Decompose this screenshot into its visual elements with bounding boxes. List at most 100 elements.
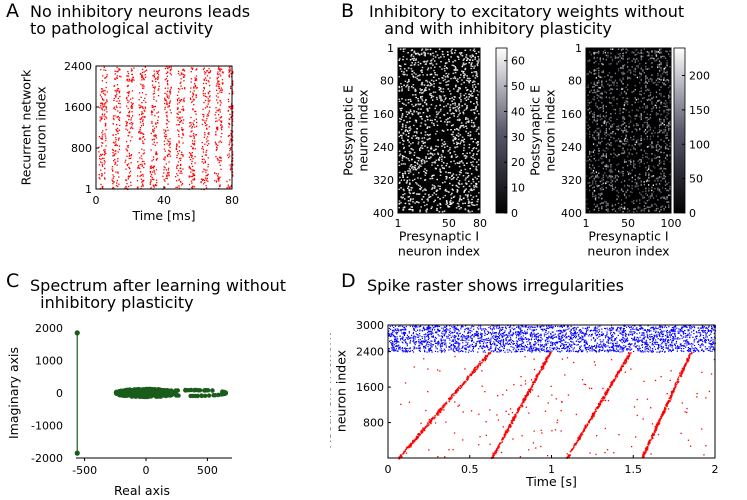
- weight-cell: [446, 75, 449, 77]
- weight-cell: [434, 161, 436, 163]
- weight-cell: [438, 95, 441, 97]
- weight-cell: [589, 107, 591, 110]
- weight-cell: [623, 194, 626, 196]
- spike: [218, 68, 220, 71]
- x-tick-label: 100: [661, 217, 682, 230]
- spike: [150, 165, 153, 167]
- weight-cell: [457, 108, 460, 110]
- weight-cell: [449, 104, 452, 106]
- spike: [192, 142, 194, 145]
- spike: [169, 91, 172, 93]
- weight-cell: [456, 146, 459, 148]
- weight-cell: [623, 72, 626, 75]
- spike: [112, 181, 114, 183]
- weight-cell: [399, 48, 402, 50]
- spike: [217, 71, 219, 73]
- weight-cell: [463, 58, 465, 60]
- weight-cell: [453, 142, 455, 145]
- weight-cell: [657, 149, 659, 151]
- spike: [203, 119, 205, 121]
- spike: [232, 80, 234, 82]
- weight-cell: [447, 172, 450, 174]
- weight-cell: [458, 205, 460, 207]
- weight-cell: [450, 113, 453, 115]
- weight-cell: [417, 112, 420, 114]
- spike: [168, 161, 170, 163]
- weight-cell: [459, 134, 462, 136]
- spike: [104, 105, 106, 107]
- spike: [192, 67, 194, 69]
- weight-cell: [407, 170, 409, 172]
- spike: [232, 151, 234, 153]
- weight-cell: [430, 60, 432, 62]
- weight-cell: [445, 175, 447, 178]
- weight-cell: [461, 105, 464, 107]
- spike: [104, 149, 106, 151]
- weight-cell: [627, 208, 629, 210]
- weight-cell: [586, 132, 588, 135]
- weight-cell: [593, 131, 595, 134]
- weight-cell: [426, 74, 428, 76]
- weight-cell: [431, 177, 434, 179]
- spike: [203, 78, 205, 80]
- weight-cell: [640, 114, 642, 117]
- spike: [182, 154, 184, 156]
- spike: [153, 96, 155, 98]
- spike: [207, 80, 209, 82]
- weight-cell: [658, 145, 661, 147]
- weight-cell: [664, 175, 667, 178]
- weight-cell: [477, 61, 480, 63]
- spike: [214, 180, 216, 182]
- weight-cell: [424, 179, 427, 181]
- weight-cell: [625, 197, 627, 199]
- spike: [192, 94, 194, 96]
- weight-cell: [455, 84, 457, 87]
- weight-cell: [634, 163, 636, 166]
- weight-cell: [605, 128, 607, 130]
- weight-cell: [639, 192, 641, 195]
- weight-cell: [598, 100, 600, 102]
- weight-cell: [623, 185, 626, 188]
- spike: [131, 81, 133, 83]
- weight-cell: [589, 158, 591, 161]
- weight-cell: [446, 67, 448, 70]
- weight-cell: [669, 66, 671, 68]
- weight-cell: [663, 207, 665, 210]
- weight-cell: [441, 160, 443, 162]
- spike: [129, 123, 131, 125]
- spike: [203, 116, 205, 118]
- weight-cell: [627, 164, 629, 167]
- weight-cell: [451, 48, 453, 51]
- weight-cell: [666, 189, 668, 192]
- y-axis-label-line: neuron index: [356, 89, 371, 171]
- spike: [216, 109, 218, 112]
- weight-cell: [657, 135, 659, 138]
- weight-cell: [470, 121, 473, 124]
- weight-cell: [462, 185, 465, 188]
- spike: [470, 327, 472, 329]
- spike: [178, 187, 181, 189]
- spike: [190, 67, 193, 69]
- weight-cell: [608, 159, 611, 161]
- spike: [219, 100, 221, 102]
- weight-cell: [651, 110, 653, 113]
- weight-cell: [622, 48, 624, 50]
- spike: [191, 130, 193, 132]
- spike: [119, 106, 121, 108]
- weight-cell: [617, 61, 620, 63]
- spike: [100, 137, 102, 139]
- spike: [104, 153, 106, 155]
- weight-cell: [602, 178, 604, 181]
- spike: [118, 119, 121, 122]
- spike: [151, 121, 153, 123]
- weight-cell: [599, 76, 601, 78]
- spike: [189, 135, 191, 137]
- weight-cell: [660, 161, 662, 164]
- weight-cell: [607, 74, 609, 77]
- weight-cell: [666, 154, 668, 156]
- spike: [168, 174, 170, 176]
- spike: [230, 138, 232, 140]
- weight-cell: [610, 144, 612, 147]
- spike: [230, 133, 232, 135]
- weight-cell: [596, 106, 598, 108]
